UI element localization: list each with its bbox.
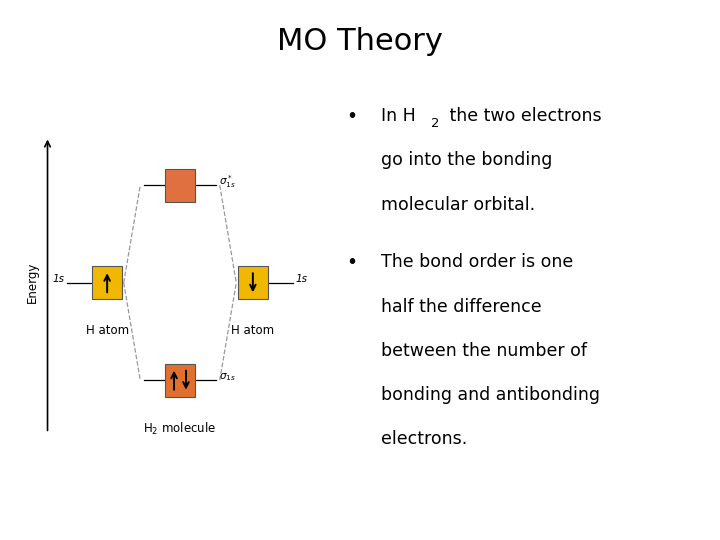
Text: bonding and antibonding: bonding and antibonding	[381, 386, 600, 404]
Bar	[165, 363, 195, 397]
Text: 2: 2	[431, 117, 439, 130]
Text: H$_2$ molecule: H$_2$ molecule	[143, 421, 217, 437]
Text: electrons.: electrons.	[381, 430, 467, 448]
Text: between the number of: between the number of	[381, 342, 587, 360]
Text: •: •	[346, 253, 358, 272]
Text: go into the bonding: go into the bonding	[381, 151, 552, 170]
Bar	[238, 266, 268, 299]
Text: 1s: 1s	[52, 274, 64, 284]
Text: •: •	[346, 107, 358, 126]
Text: H atom: H atom	[86, 323, 129, 337]
Text: molecular orbital.: molecular orbital.	[381, 195, 535, 214]
Text: In H: In H	[381, 107, 415, 125]
Text: 1s: 1s	[296, 274, 308, 284]
Text: MO Theory: MO Theory	[277, 27, 443, 56]
Text: H atom: H atom	[231, 323, 274, 337]
Text: The bond order is one: The bond order is one	[381, 253, 573, 271]
Text: half the difference: half the difference	[381, 298, 541, 315]
Bar	[165, 168, 195, 202]
Text: Energy: Energy	[26, 262, 39, 303]
Bar	[92, 266, 122, 299]
Text: $\sigma^*_{1s}$: $\sigma^*_{1s}$	[219, 173, 236, 190]
Text: the two electrons: the two electrons	[444, 107, 601, 125]
Text: $\sigma_{1s}$: $\sigma_{1s}$	[219, 371, 236, 382]
